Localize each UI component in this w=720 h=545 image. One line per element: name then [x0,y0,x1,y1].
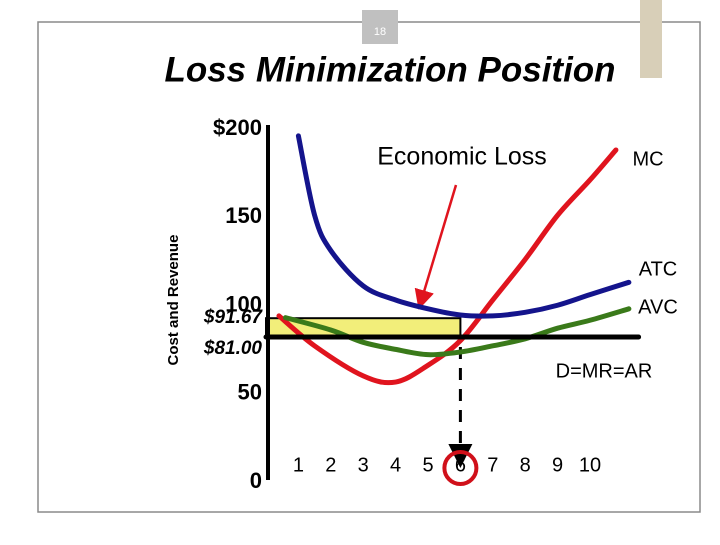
y-tick-label: 50 [238,380,262,405]
curve [295,133,632,319]
x-tick-label: 9 [552,454,563,476]
x-tick-label: 2 [325,454,336,476]
price-label: $81.00 [203,338,263,359]
y-tick-label: 100 [225,291,262,316]
x-tick-label: 7 [487,454,498,476]
curve-label: D=MR=AR [556,360,653,382]
x-tick-label: 8 [520,454,531,476]
x-tick-label: 3 [358,454,369,476]
slide-frame [37,21,701,513]
x-tick-label: 6 [455,454,466,476]
curve-label: AVC [638,296,678,318]
y-tick-label: 0 [250,468,262,493]
x-tick-label: 4 [390,454,401,476]
number-box [362,10,398,44]
quantity-circle [442,450,479,486]
decor-bar [640,0,662,78]
x-tick-label: 10 [579,454,601,476]
x-tick-label: 5 [422,454,433,476]
curve [276,147,619,386]
y-tick-label: 150 [225,203,262,228]
y-axis-label: Cost and Revenue [165,235,182,366]
y-tick-label: $200 [213,115,262,140]
annotation: Economic Loss [377,143,547,171]
price-label: $91.67 [203,307,264,328]
chart-title: Loss Minimization Position [164,50,615,89]
curve-label: ATC [639,258,678,280]
x-tick-label: 1 [293,454,304,476]
annotation-arrow [414,184,458,310]
slide-number: 18 [374,26,386,38]
curve-label: MC [632,148,663,170]
